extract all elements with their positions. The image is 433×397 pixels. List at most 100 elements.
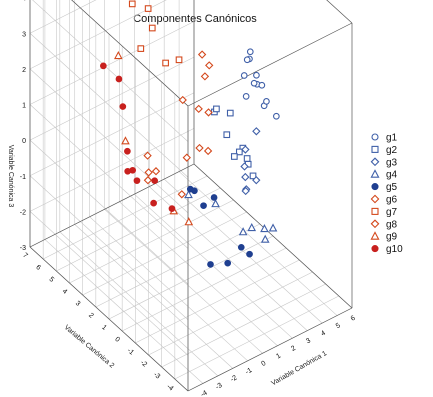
data-point <box>241 172 250 182</box>
data-point <box>268 223 278 232</box>
data-point <box>129 166 137 174</box>
y-tick-label: -4 <box>165 383 174 392</box>
data-point <box>99 62 107 70</box>
z-tick-label: 3 <box>22 31 26 38</box>
data-point <box>144 5 152 12</box>
wall-grid-line <box>29 92 195 177</box>
data-point <box>247 223 257 232</box>
chart-title: Componentes Canónicos <box>133 13 257 25</box>
data-point <box>151 177 159 185</box>
y-tick-label: 7 <box>21 252 29 260</box>
data-point <box>213 105 220 113</box>
data-point <box>253 71 260 79</box>
legend-label: g3 <box>386 157 398 168</box>
legend-item-g10: g10 <box>371 244 403 255</box>
data-point <box>211 199 220 208</box>
x-tick-label: -4 <box>200 390 209 397</box>
floor-grid-line <box>82 211 247 296</box>
x-tick-label: 0 <box>260 360 267 368</box>
wall-grid-line <box>29 33 189 178</box>
data-point <box>240 72 248 79</box>
data-point <box>238 227 248 236</box>
legend-marker <box>370 194 380 204</box>
legend-label: g9 <box>386 232 398 243</box>
x-tick-label: 3 <box>305 337 312 345</box>
legend-label: g8 <box>386 219 398 230</box>
legend-item-g8: g8 <box>370 219 398 230</box>
data-point <box>194 104 203 114</box>
floor-grid-line <box>174 295 339 380</box>
z-tick-label: 1 <box>22 103 26 110</box>
x-tick-label: -2 <box>230 374 239 383</box>
legend-marker <box>371 145 379 153</box>
y-tick-label: 0 <box>113 336 121 344</box>
y-tick-label: -1 <box>126 347 135 356</box>
legend-item-g1: g1 <box>371 133 398 144</box>
floor-grid-line <box>69 199 234 284</box>
floor-grid-line <box>43 175 208 260</box>
z-tick-label: -1 <box>20 174 26 181</box>
legend-label: g2 <box>386 145 398 156</box>
series-g7 <box>128 0 183 67</box>
series-g5 <box>186 185 253 268</box>
data-point <box>243 155 251 162</box>
data-point <box>178 95 187 105</box>
legend-marker <box>371 245 379 253</box>
floor-grid-line <box>148 271 313 356</box>
series-g4 <box>184 189 278 243</box>
wall-grid-line <box>29 56 195 141</box>
data-point <box>121 136 130 145</box>
legend-marker <box>371 133 379 141</box>
data-point <box>200 72 210 81</box>
legend-label: g4 <box>386 170 398 181</box>
data-point <box>241 186 250 196</box>
data-point <box>177 190 186 199</box>
floor-grid-line <box>95 223 260 308</box>
y-tick-label: 1 <box>100 324 108 332</box>
z-tick-label: 0 <box>22 138 26 145</box>
data-point <box>191 187 198 195</box>
x-tick-label: 4 <box>320 330 327 338</box>
data-point <box>162 59 169 67</box>
data-point <box>119 103 127 110</box>
x-tick-label: 5 <box>335 322 342 330</box>
x-tick-label: -1 <box>244 367 253 376</box>
legend-marker <box>370 169 380 178</box>
box-edge <box>193 163 353 309</box>
series-g1 <box>240 48 280 120</box>
series-g9 <box>114 50 194 226</box>
legend-label: g5 <box>386 182 398 193</box>
legend-item-g6: g6 <box>370 194 398 206</box>
legend-item-g3: g3 <box>370 157 398 168</box>
data-point <box>124 147 131 155</box>
data-point <box>137 45 145 52</box>
data-point <box>204 108 213 117</box>
floor-grid-line <box>56 187 221 272</box>
data-points <box>99 0 280 268</box>
data-point <box>223 131 231 139</box>
legend-item-g2: g2 <box>371 145 398 156</box>
data-point <box>246 250 253 258</box>
box-edge <box>29 246 189 392</box>
series-g8 <box>143 146 213 199</box>
y-tick-label: 5 <box>48 276 56 284</box>
wall-grid-line <box>29 128 195 212</box>
y-axis-label: Variable Canónica 2 <box>63 324 115 370</box>
series-g6 <box>143 50 214 176</box>
z-tick-label: -2 <box>20 209 26 216</box>
data-point <box>197 50 207 59</box>
floor-grid-line <box>122 247 287 332</box>
series-g10 <box>99 62 176 212</box>
y-tick-label: 2 <box>87 312 95 320</box>
legend-label: g10 <box>386 244 403 255</box>
wall-grid-line <box>29 104 189 249</box>
y-tick-label: -5 <box>178 395 187 397</box>
legend-item-g7: g7 <box>371 207 398 218</box>
data-point <box>237 243 245 251</box>
data-point <box>175 56 183 64</box>
wall-grid-line <box>32 0 189 142</box>
y-tick-label: 3 <box>74 300 82 308</box>
wall-grid-line <box>29 139 189 285</box>
data-point <box>143 151 152 160</box>
x-tick-label: 2 <box>290 345 297 353</box>
